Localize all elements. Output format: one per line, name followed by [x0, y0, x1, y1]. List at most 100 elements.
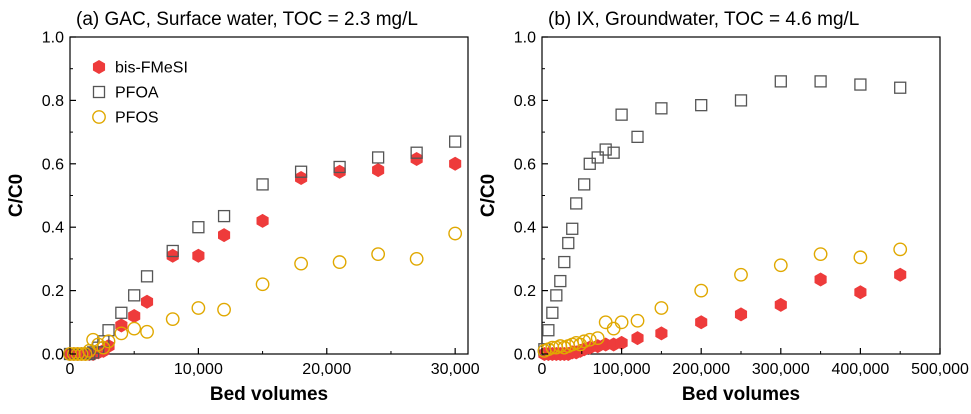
- data-point: [570, 197, 583, 210]
- legend-marker: [92, 110, 106, 124]
- x-tick-label: 200,000: [672, 361, 730, 378]
- data-point: [127, 321, 142, 336]
- data-point: [217, 209, 231, 223]
- data-point: [694, 283, 709, 298]
- x-tick-label: 20,000: [302, 361, 351, 378]
- x-axis-title: Bed volumes: [210, 384, 328, 405]
- data-point: [410, 152, 423, 167]
- panel-b: 0 100,000 200,000 300,000 400,000 500,000 0.0 0…: [478, 9, 969, 405]
- x-tick-label: 0: [538, 361, 547, 378]
- data-point: [448, 226, 463, 241]
- y-tick-label: 0.8: [42, 93, 64, 110]
- data-point: [734, 94, 748, 107]
- data-point: [655, 326, 668, 341]
- data-point: [372, 163, 385, 178]
- y-tick-label: 0.2: [514, 283, 536, 300]
- x-tick-label: 30,000: [431, 361, 480, 378]
- data-point: [814, 75, 827, 88]
- y-axis-title: C/C0: [6, 174, 27, 217]
- data-point: [854, 78, 867, 91]
- y-tick-label: 0.2: [42, 283, 64, 300]
- data-point: [101, 334, 116, 349]
- data-point: [191, 301, 206, 315]
- data-point: [256, 213, 269, 228]
- data-point: [734, 307, 748, 322]
- legend-marker: [92, 60, 106, 74]
- y-tick-label: 0.4: [514, 220, 536, 237]
- data-point: [550, 289, 563, 302]
- data-point: [654, 301, 669, 315]
- data-point: [695, 315, 708, 330]
- data-point: [614, 315, 629, 330]
- data-point: [114, 326, 129, 341]
- data-point: [566, 222, 579, 235]
- y-tick-label: 1.0: [514, 30, 536, 47]
- data-point: [615, 335, 628, 350]
- x-tick-label: 400,000: [831, 361, 889, 378]
- data-point: [218, 228, 231, 243]
- data-point: [542, 324, 555, 337]
- data-point: [115, 306, 128, 319]
- panel-a: 0 10,000 20,000 30,000 0.0 0.2 0.4 0.6 0.8 1.0 (a)…: [6, 9, 480, 405]
- x-tick-label: 300,000: [752, 361, 810, 378]
- data-point: [814, 272, 827, 287]
- data-point: [577, 334, 592, 349]
- plot-frame: [541, 36, 941, 355]
- data-point: [409, 251, 424, 266]
- y-axis-title: C/C0: [478, 174, 499, 217]
- data-point: [115, 318, 128, 333]
- data-point: [582, 332, 597, 347]
- data-point: [606, 321, 621, 336]
- y-tick-label: 0.4: [42, 220, 64, 237]
- data-point: [102, 324, 115, 337]
- legend-label: PFOA: [115, 85, 159, 102]
- x-tick-label: 0: [66, 361, 75, 378]
- data-point: [734, 267, 748, 282]
- data-point: [631, 130, 644, 144]
- data-point: [192, 248, 205, 263]
- data-point: [558, 255, 571, 269]
- data-point: [294, 256, 308, 271]
- data-point: [774, 297, 787, 312]
- data-point: [333, 164, 346, 179]
- data-point: [813, 247, 828, 262]
- chart-title: (a) GAC, Surface water, TOC = 2.3 mg/L: [76, 9, 418, 30]
- data-point: [66, 347, 81, 361]
- x-tick-label: 100,000: [593, 361, 651, 378]
- data-point: [546, 306, 559, 319]
- data-point: [615, 108, 628, 121]
- y-tick-label: 0.0: [42, 347, 64, 364]
- data-point: [255, 277, 270, 292]
- data-point: [256, 178, 269, 191]
- data-point: [449, 156, 462, 171]
- data-point: [371, 151, 385, 164]
- data-point: [128, 308, 141, 323]
- series-pfoa: [538, 75, 907, 356]
- data-point: [599, 143, 612, 156]
- data-point: [166, 244, 179, 258]
- x-tick-label: 10,000: [174, 361, 223, 378]
- data-point: [332, 255, 347, 269]
- legend-label: bis-FMeSI: [115, 60, 188, 77]
- series-bis-fmesi: [538, 267, 907, 361]
- data-point: [607, 146, 620, 159]
- series-bis-fmesi: [63, 152, 462, 361]
- data-point: [631, 331, 644, 346]
- data-point: [554, 274, 567, 288]
- data-point: [140, 270, 154, 283]
- y-tick-label: 0.0: [514, 347, 536, 364]
- legend: bis-FMeSI PFOA PFOS: [92, 60, 188, 127]
- data-point: [371, 247, 386, 262]
- series-pfos: [63, 226, 463, 361]
- data-point: [295, 171, 308, 186]
- data-point: [192, 221, 205, 234]
- data-point: [562, 236, 575, 250]
- data-point: [78, 347, 93, 361]
- y-tick-label: 0.6: [514, 156, 536, 173]
- data-point: [140, 324, 154, 339]
- data-point: [894, 267, 907, 282]
- data-point: [893, 242, 908, 257]
- x-tick-label: 500,000: [911, 361, 969, 378]
